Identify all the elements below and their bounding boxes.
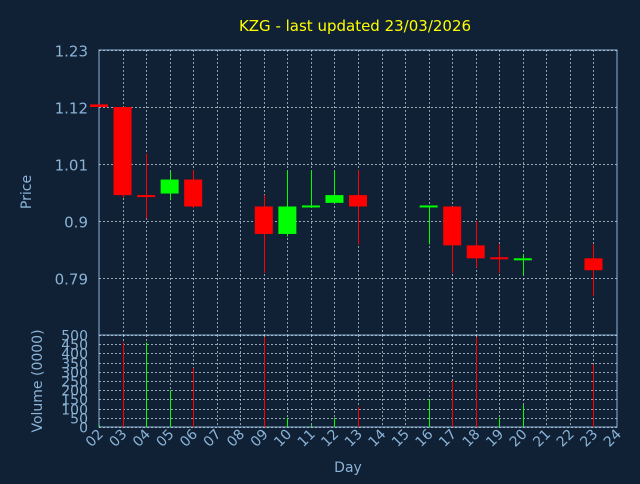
price-tick-label: 1.12: [55, 100, 88, 118]
x-tick-label: 23: [577, 427, 601, 451]
x-tick-label: 07: [201, 427, 225, 451]
x-tick-label: 09: [248, 427, 272, 451]
x-tick-label: 10: [271, 427, 295, 451]
x-axis-label: Day: [334, 460, 362, 476]
x-tick-label: 03: [106, 427, 130, 451]
x-tick-label: 14: [365, 426, 389, 450]
price-tick-label: 0.9: [64, 214, 88, 232]
chart-title: KZG - last updated 23/03/2026: [239, 17, 471, 35]
volume-tick-label: 200: [61, 384, 88, 400]
candle-body: [325, 195, 344, 203]
candle-body: [584, 258, 603, 271]
candle-body: [466, 245, 485, 259]
price-panel: 1.23 1.12 1.01 0.9 0.79: [55, 43, 618, 336]
x-tick-label: 19: [483, 427, 507, 451]
price-tick-label: 1.23: [55, 43, 88, 61]
candle-body: [349, 195, 367, 207]
volume-tick-label: 0: [79, 421, 88, 437]
x-tick-label: 22: [554, 427, 578, 451]
price-tick-label: 1.01: [55, 157, 88, 175]
volume-axis-label: Volume (0000): [30, 329, 46, 432]
x-tick-label: 15: [389, 427, 413, 451]
volume-tick-label: 50: [70, 412, 88, 428]
candle-body: [513, 258, 532, 261]
candle-body: [419, 205, 438, 208]
candle-body: [278, 206, 297, 234]
volume-tick-label: 300: [61, 366, 88, 382]
volume-tick-label: 350: [61, 357, 88, 373]
volume-tick-label: 150: [61, 393, 88, 409]
x-tick-label: 16: [413, 426, 437, 450]
x-tick-label: 21: [530, 427, 554, 451]
candle-body: [254, 206, 273, 234]
x-tick-label: 12: [318, 427, 342, 451]
x-tick-label: 20: [507, 427, 531, 451]
volume-tick-label: 250: [61, 375, 88, 391]
volume-tick-label: 100: [61, 403, 88, 419]
x-tick-label: 13: [342, 427, 366, 451]
volume-tick-label: 500: [61, 329, 88, 345]
volume-tick-label: 400: [61, 347, 88, 363]
candle-body: [490, 257, 509, 260]
price-axis-label: Price: [19, 175, 35, 209]
x-tick-label: 06: [177, 426, 201, 450]
candle-body: [184, 179, 203, 207]
candle-body: [90, 104, 108, 107]
candle-body: [160, 179, 179, 194]
volume-tick-label: 450: [61, 338, 88, 354]
candle-body: [113, 107, 132, 196]
x-tick-label: 11: [295, 427, 319, 451]
candle-body: [301, 205, 320, 208]
price-tick-label: 0.79: [55, 271, 88, 289]
candle-body: [443, 206, 462, 246]
x-tick-label: 08: [224, 427, 248, 451]
x-tick-label: 24: [601, 426, 625, 450]
x-tick-label: 04: [130, 426, 154, 450]
candle-body: [137, 195, 156, 198]
x-tick-label: 05: [154, 427, 178, 451]
x-tick-label: 17: [436, 427, 460, 451]
x-tick-label: 18: [460, 427, 484, 451]
